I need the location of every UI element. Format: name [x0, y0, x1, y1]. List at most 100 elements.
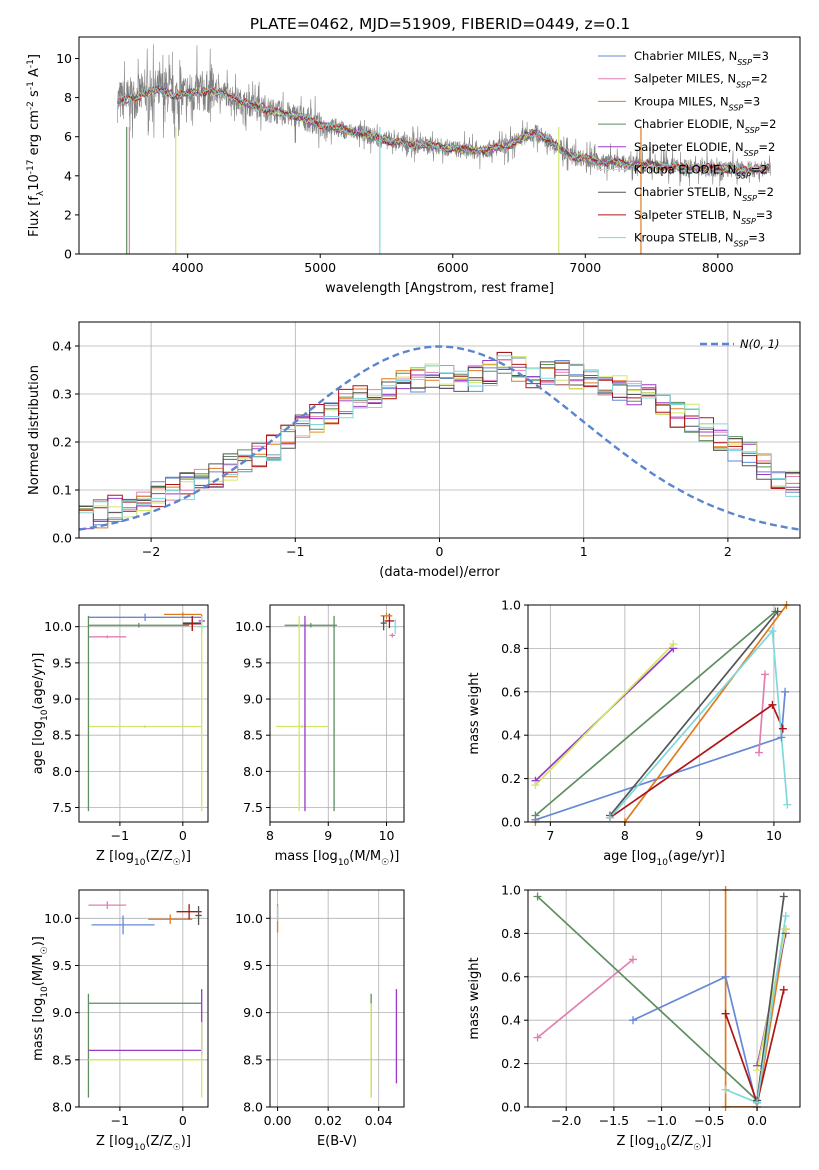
- x-tick-label: 0.00: [264, 1113, 292, 1128]
- x-tick-label: 9: [324, 828, 332, 843]
- legend-label-normal: N(0, 1): [740, 337, 780, 351]
- y-tick-label: 10.0: [235, 619, 263, 634]
- weight-line-salpeter-miles: [758, 674, 766, 753]
- x-tick-label: −2: [142, 544, 160, 559]
- weight-marker-salpeter-miles: [533, 1033, 542, 1042]
- y-tick-label: 0.2: [501, 1056, 521, 1071]
- weight-line-kroupa-miles: [535, 605, 788, 822]
- model-kroupa-elodie: [117, 86, 771, 174]
- legend-label-kroupa-miles: Kroupa MILES, NSSP=3: [634, 94, 760, 112]
- weight-marker-kroupa-stelib: [781, 912, 790, 921]
- axis-label: Z [log10(Z/Z☉)]: [617, 1134, 712, 1153]
- y-tick-label: 0.0: [501, 815, 521, 830]
- axes-frame: [269, 889, 405, 1108]
- y-tick-label: 9.5: [52, 655, 72, 670]
- y-tick-label: 8.0: [52, 1100, 72, 1115]
- x-tick-label: 2: [724, 544, 732, 559]
- y-tick-label: 0.8: [501, 926, 521, 941]
- weight-marker-kroupa-stelib: [753, 1098, 762, 1107]
- legend-label-salpeter-elodie: Salpeter ELODIE, NSSP=2: [634, 140, 775, 158]
- x-tick-label: 8: [621, 828, 629, 843]
- axis-label: Normed distribution: [27, 365, 42, 495]
- plot-area: [79, 345, 800, 531]
- axis-label: Z [log10(Z/Z☉)]: [96, 1134, 191, 1153]
- weight-marker-chabrier-miles: [628, 1016, 637, 1025]
- y-tick-label: 0.4: [501, 1013, 521, 1028]
- weight-marker-chabrier-miles: [781, 687, 790, 696]
- weight-line-salpeter-stelib: [609, 703, 784, 819]
- x-tick-label: 4000: [172, 260, 204, 275]
- x-tick-label: 7000: [569, 260, 601, 275]
- weight-line-chabrier-elodie: [534, 610, 776, 817]
- axis-label: Z [log10(Z/Z☉)]: [96, 849, 191, 868]
- y-tick-label: 0.0: [501, 1100, 521, 1115]
- y-tick-label: 10.0: [44, 619, 72, 634]
- y-tick-label: 9.5: [243, 958, 263, 973]
- x-tick-label: −1: [111, 1113, 129, 1128]
- weight-line-chabrier-miles: [535, 691, 786, 821]
- weight-marker-chabrier-elodie: [533, 892, 542, 901]
- legend-label-salpeter-stelib: Salpeter STELIB, NSSP=3: [634, 208, 773, 226]
- axis-label: Flux [fλ10-17 erg cm-2 s-1 A-1]: [26, 54, 46, 237]
- y-tick-label: 0.6: [501, 684, 521, 699]
- y-tick-label: 8.0: [52, 764, 72, 779]
- weight-marker-salpeter-stelib: [768, 700, 777, 709]
- y-tick-label: 0.2: [501, 771, 521, 786]
- weight-marker-kroupa-elodie: [669, 640, 678, 649]
- weight-marker-kroupa-stelib: [605, 813, 614, 822]
- axes-frame: [78, 36, 801, 255]
- age-vs-metallicity-panel: −1 0 7.5 8.0 8.5 9.0 9.5 10.0 Z [log10(Z/Z☉)] age…: [31, 604, 209, 868]
- x-tick-label: −1.0: [646, 1113, 676, 1128]
- weight-marker-kroupa-stelib: [768, 627, 777, 636]
- weight-marker-salpeter-miles: [760, 670, 769, 679]
- legend-label-chabrier-miles: Chabrier MILES, NSSP=3: [634, 49, 769, 67]
- x-tick-label: −1: [286, 544, 304, 559]
- mass-vs-ebv-panel: 0.00 0.02 0.04 8.0 8.5 9.0 9.5 10.0 E(B-V): [235, 889, 405, 1149]
- weight-marker-kroupa-elodie: [781, 925, 790, 934]
- x-tick-label: −1.5: [599, 1113, 629, 1128]
- histogram-chabrier-stelib: [79, 352, 800, 522]
- y-tick-label: 9.5: [52, 958, 72, 973]
- weight-marker-chabrier-stelib: [779, 892, 788, 901]
- y-tick-label: 2: [64, 207, 72, 222]
- y-tick-label: 0.2: [52, 435, 72, 450]
- mass-weight-vs-age-panel: 7 8 9 10 0.0 0.2 0.4 0.6 0.8 1.0 age [log10(age/yr…: [467, 598, 801, 868]
- legend-label-chabrier-stelib: Chabrier STELIB, NSSP=2: [634, 185, 774, 203]
- y-tick-label: 0: [64, 247, 72, 262]
- model-kroupa-stelib: [116, 85, 771, 174]
- x-tick-label: 7: [546, 828, 554, 843]
- histogram-chabrier-miles: [79, 357, 800, 526]
- x-tick-label: 1: [580, 544, 588, 559]
- x-tick-label: 10: [766, 828, 782, 843]
- y-tick-label: 0.4: [501, 728, 521, 743]
- weight-marker-salpeter-miles: [628, 955, 637, 964]
- axes-frame: [527, 889, 801, 1108]
- weight-line-salpeter-stelib: [724, 989, 785, 1106]
- axis-label: mass weight: [467, 672, 482, 754]
- y-tick-label: 7.5: [243, 800, 263, 815]
- x-tick-label: 9: [695, 828, 703, 843]
- x-tick-label: −0.5: [694, 1113, 724, 1128]
- y-tick-label: 9.0: [52, 1005, 72, 1020]
- y-tick-label: 0.6: [501, 969, 521, 984]
- weight-line-kroupa-miles: [724, 890, 787, 1107]
- weight-marker-kroupa-stelib: [721, 1085, 730, 1094]
- residuals-panel: −2 −1 0 1 2 0.0 0.1 0.2 0.3 0.4 (data-model)/error…: [27, 321, 801, 580]
- x-tick-label: 0.02: [314, 1113, 342, 1128]
- y-tick-label: 0.8: [501, 641, 521, 656]
- x-tick-label: 5000: [304, 260, 336, 275]
- legend-label-chabrier-elodie: Chabrier ELODIE, NSSP=2: [634, 117, 776, 135]
- y-tick-label: 9.0: [243, 1005, 263, 1020]
- axis-label: mass weight: [467, 957, 482, 1039]
- weight-line-kroupa-stelib: [725, 915, 787, 1104]
- axes-frame: [269, 604, 405, 823]
- y-tick-label: 8.0: [243, 1100, 263, 1115]
- y-tick-label: 4: [64, 168, 72, 183]
- plot-area: [87, 901, 203, 1098]
- weight-marker-salpeter-stelib: [779, 985, 788, 994]
- y-tick-label: 0.0: [52, 531, 72, 546]
- y-tick-label: 10.0: [44, 911, 72, 926]
- x-tick-label: 6000: [437, 260, 469, 275]
- y-tick-label: 8.5: [52, 728, 72, 743]
